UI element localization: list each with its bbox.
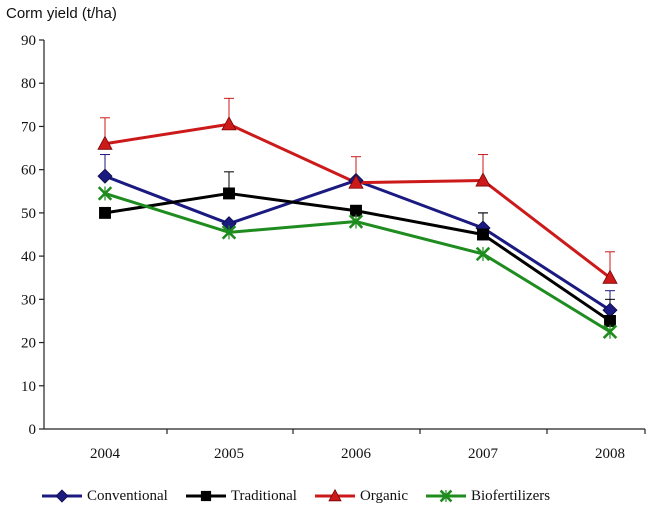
data-point-organic-2004 <box>97 135 113 150</box>
legend-label: Biofertilizers <box>471 487 551 504</box>
data-point-biofertilizers-2006 <box>348 214 364 229</box>
x-tick-label: 2008 <box>595 446 625 462</box>
y-tick-labels: 0 10 20 30 40 50 60 70 80 90 <box>21 33 36 438</box>
x-tick-label: 2005 <box>214 446 244 462</box>
legend-swatch <box>42 489 82 503</box>
data-point-biofertilizers-2007 <box>475 246 491 262</box>
legend-item-organic: Organic <box>313 487 408 505</box>
series-markers <box>97 116 618 339</box>
data-point-organic-2007 <box>475 172 491 187</box>
y-tick-label: 60 <box>21 163 36 179</box>
axes <box>39 39 646 434</box>
legend-swatch-marker <box>200 490 211 502</box>
y-tick-label: 20 <box>21 336 36 352</box>
data-point-biofertilizers-2005 <box>221 225 237 240</box>
y-tick-label: 50 <box>21 206 36 222</box>
line-chart: 0 10 20 30 40 50 60 70 80 90 2004 2005 2006 2007 2008 <box>21 33 646 462</box>
data-point-traditional-2005 <box>223 187 235 200</box>
data-point-traditional-2008 <box>604 314 616 327</box>
y-tick-label: 90 <box>21 33 36 49</box>
y-axis-label: Corm yield (t/ha) <box>6 5 117 22</box>
series-line-conventional <box>104 174 611 312</box>
legend-label: Conventional <box>87 487 168 504</box>
y-tick-label: 80 <box>21 76 36 92</box>
legend-swatch-marker <box>328 488 342 502</box>
legend-swatch-marker <box>55 489 69 503</box>
x-tick-label: 2007 <box>468 446 499 462</box>
x-tick-label: 2004 <box>90 446 121 462</box>
legend-swatch <box>426 489 466 503</box>
data-point-traditional-2007 <box>477 228 489 241</box>
legend-item-biofertilizers: Biofertilizers <box>424 487 550 505</box>
legend-label: Organic <box>359 487 408 504</box>
y-tick-label: 70 <box>21 119 36 135</box>
x-tick-label: 2006 <box>341 446 372 462</box>
data-point-organic-2005 <box>221 116 237 131</box>
legend-swatch <box>314 488 355 502</box>
data-point-conventional-2004 <box>97 168 113 184</box>
data-point-organic-2006 <box>348 174 364 189</box>
legend-item-conventional: Conventional <box>40 487 168 505</box>
legend-label: Traditional <box>230 487 297 504</box>
y-tick-label: 0 <box>29 422 37 438</box>
x-tick-labels: 2004 2005 2006 2007 2008 <box>90 446 625 462</box>
legend-swatch-marker <box>439 489 453 503</box>
y-tick-label: 40 <box>21 249 36 265</box>
legend: Conventional Traditional Organic Biofertili… <box>40 485 550 507</box>
y-tick-label: 30 <box>21 292 36 308</box>
data-point-biofertilizers-2008 <box>602 324 618 339</box>
data-point-traditional-2004 <box>99 206 111 219</box>
legend-swatch <box>185 490 226 502</box>
data-point-organic-2008 <box>602 269 618 284</box>
data-point-traditional-2006 <box>350 204 362 217</box>
y-tick-label: 10 <box>21 379 36 395</box>
legend-item-traditional: Traditional <box>184 487 297 505</box>
series-lines <box>104 122 611 334</box>
data-point-biofertilizers-2004 <box>97 186 113 201</box>
